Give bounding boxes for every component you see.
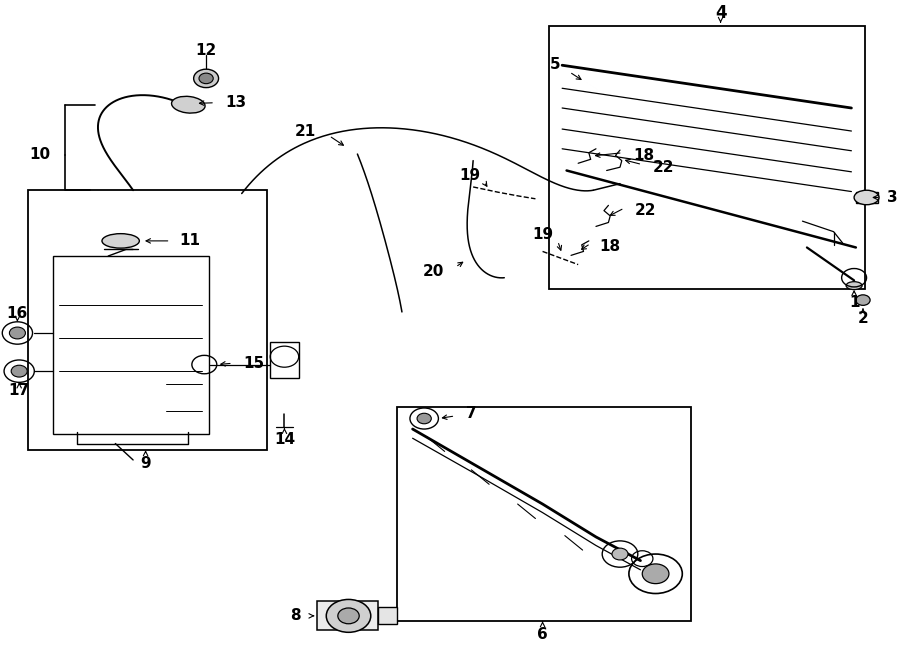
Circle shape xyxy=(612,548,628,560)
Ellipse shape xyxy=(856,295,870,305)
Circle shape xyxy=(199,73,213,83)
Bar xyxy=(28,190,266,450)
Circle shape xyxy=(417,413,431,424)
Bar xyxy=(53,256,209,434)
Text: 17: 17 xyxy=(9,383,30,399)
Text: 10: 10 xyxy=(29,146,50,162)
Text: 11: 11 xyxy=(179,234,201,248)
Bar xyxy=(398,407,691,621)
Bar xyxy=(549,26,865,289)
Circle shape xyxy=(643,564,669,584)
Text: 16: 16 xyxy=(7,306,28,321)
Text: 19: 19 xyxy=(532,227,554,242)
Text: 13: 13 xyxy=(226,95,247,111)
Circle shape xyxy=(194,70,219,87)
Circle shape xyxy=(338,608,359,624)
Circle shape xyxy=(9,327,25,339)
Bar xyxy=(270,342,299,378)
Text: 18: 18 xyxy=(599,239,621,254)
Text: 14: 14 xyxy=(274,432,295,447)
Text: 5: 5 xyxy=(550,57,561,72)
Text: 20: 20 xyxy=(422,263,444,279)
Text: 1: 1 xyxy=(849,295,859,310)
Ellipse shape xyxy=(172,97,205,113)
Text: 21: 21 xyxy=(295,124,317,139)
Text: 9: 9 xyxy=(140,455,151,471)
Text: 19: 19 xyxy=(459,167,481,183)
Circle shape xyxy=(327,599,371,632)
Text: 6: 6 xyxy=(537,627,548,641)
Text: 18: 18 xyxy=(634,148,654,163)
Ellipse shape xyxy=(102,234,140,248)
Text: 3: 3 xyxy=(887,190,897,205)
Circle shape xyxy=(11,365,27,377)
Text: 12: 12 xyxy=(195,42,217,58)
Ellipse shape xyxy=(854,190,879,205)
Text: 2: 2 xyxy=(858,311,868,326)
Text: 7: 7 xyxy=(466,406,477,422)
Text: 15: 15 xyxy=(244,355,265,371)
Text: 8: 8 xyxy=(290,608,301,624)
Ellipse shape xyxy=(846,281,862,289)
Text: 22: 22 xyxy=(652,160,674,175)
Text: 22: 22 xyxy=(635,203,657,218)
Text: 4: 4 xyxy=(715,3,726,22)
Bar xyxy=(378,607,398,624)
Bar xyxy=(856,191,878,203)
Bar xyxy=(318,600,378,630)
